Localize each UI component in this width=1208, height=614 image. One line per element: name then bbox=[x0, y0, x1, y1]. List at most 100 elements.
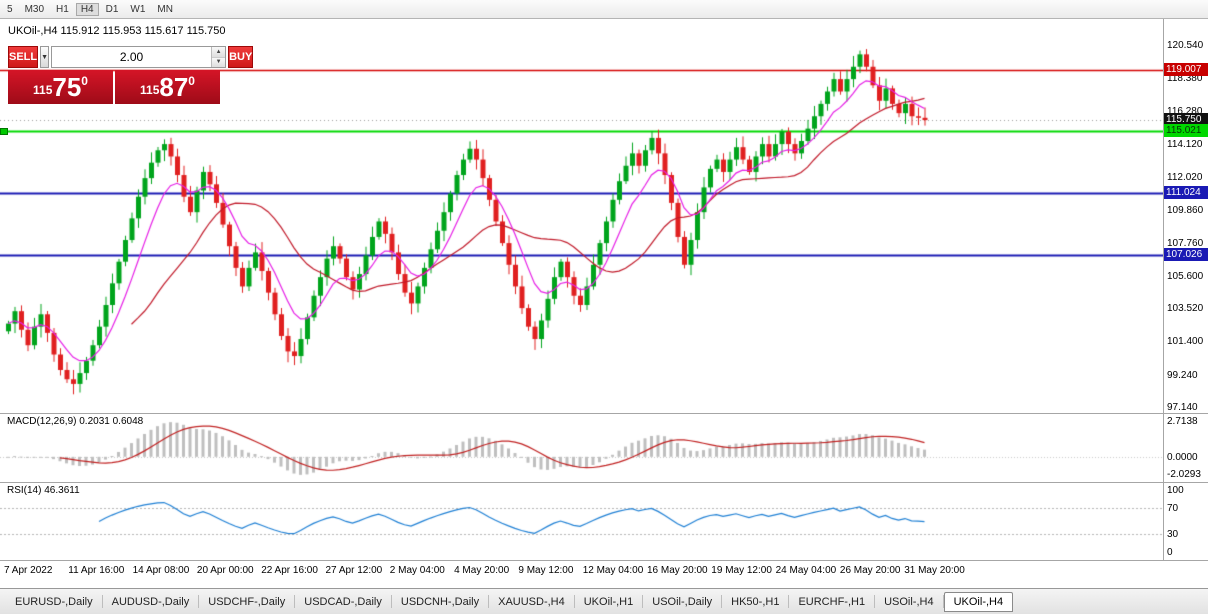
sell-price-pips: 75 bbox=[52, 72, 82, 102]
volume-increase-button[interactable]: ▲ bbox=[212, 47, 226, 58]
time-axis-label: 20 Apr 00:00 bbox=[196, 565, 254, 576]
timeframe-button-h1[interactable]: H1 bbox=[56, 3, 69, 15]
chart-tab-usdchf-daily[interactable]: USDCHF-,Daily bbox=[208, 595, 286, 608]
trendline-anchor-marker bbox=[0, 128, 8, 136]
macd-indicator-label: MACD(12,26,9) 0.2031 0.6048 bbox=[7, 416, 144, 427]
buy-button[interactable]: BUY bbox=[228, 46, 254, 68]
chart-tab-eurusd-daily[interactable]: EURUSD-,Daily bbox=[15, 595, 93, 608]
axis-label: 109.860 bbox=[1167, 205, 1204, 217]
tab-separator bbox=[874, 595, 876, 608]
chart-tab-usdcnh-daily[interactable]: USDCNH-,Daily bbox=[400, 595, 480, 608]
tab-separator bbox=[488, 595, 490, 608]
axis-label: 100 bbox=[1167, 485, 1184, 496]
time-axis-label: 11 Apr 16:00 bbox=[68, 565, 125, 576]
time-axis-label: 4 May 20:00 bbox=[454, 565, 510, 576]
price-flag-119.007: 119.007 bbox=[1164, 62, 1208, 76]
sell-price-display[interactable]: 115 75 0 bbox=[8, 70, 113, 104]
axis-label: 101.400 bbox=[1167, 336, 1204, 348]
axis-label: 105.600 bbox=[1167, 271, 1204, 283]
time-axis-label: 2 May 04:00 bbox=[389, 565, 445, 576]
axis-label: 107.760 bbox=[1167, 237, 1204, 249]
chart-tab-usoil-daily[interactable]: USOil-,Daily bbox=[652, 595, 713, 608]
tab-separator bbox=[788, 595, 790, 608]
tab-separator bbox=[573, 595, 575, 608]
timeframe-button-w1[interactable]: W1 bbox=[130, 3, 146, 15]
time-axis-label: 26 May 20:00 bbox=[839, 565, 901, 576]
chevron-up-icon: ▲ bbox=[215, 48, 222, 55]
tab-separator bbox=[101, 595, 103, 608]
axis-label: 2.7138 bbox=[1167, 416, 1198, 427]
buy-price-pips: 87 bbox=[159, 72, 189, 102]
sell-price-integer: 115 bbox=[33, 83, 53, 97]
volume-decrease-button[interactable]: ▼ bbox=[212, 57, 226, 67]
tab-separator bbox=[642, 595, 644, 608]
axis-label: 70 bbox=[1167, 502, 1179, 514]
chart-tab-xauusd-h4[interactable]: XAUUSD-,H4 bbox=[498, 595, 565, 608]
price-flag-107.026: 107.026 bbox=[1164, 248, 1208, 262]
volume-stepper: ▲ ▼ bbox=[51, 46, 227, 68]
buy-price-point: 0 bbox=[188, 74, 195, 88]
chart-canvas[interactable] bbox=[0, 18, 1163, 560]
trade-options-dropdown[interactable]: ▼ bbox=[40, 46, 50, 68]
volume-spin-buttons: ▲ ▼ bbox=[211, 47, 226, 67]
timeframe-button-5[interactable]: 5 bbox=[7, 3, 13, 15]
tab-separator bbox=[721, 595, 723, 608]
chart-ohlc-header: UKOil-,H4 115.912 115.953 115.617 115.75… bbox=[8, 25, 226, 37]
price-flag-111.024: 111.024 bbox=[1164, 186, 1208, 200]
timeframe-bar: 5 M30 H1 H4 D1 W1 MN bbox=[0, 2, 178, 16]
chart-tab-bar: EURUSD-,Daily AUDUSD-,Daily USDCHF-,Daily U… bbox=[0, 588, 1208, 614]
time-axis-label: 14 Apr 08:00 bbox=[132, 565, 190, 576]
time-axis-label: 24 May 04:00 bbox=[775, 565, 837, 576]
chart-tab-eurchf-h1[interactable]: EURCHF-,H1 bbox=[798, 595, 866, 608]
axis-label: 0 bbox=[1167, 547, 1173, 558]
axis-label: 97.140 bbox=[1167, 402, 1198, 414]
volume-input[interactable] bbox=[52, 47, 212, 67]
time-axis-label: 16 May 20:00 bbox=[647, 565, 708, 576]
time-axis-label: 7 Apr 2022 bbox=[4, 565, 53, 576]
time-axis-label: 22 Apr 16:00 bbox=[261, 565, 318, 576]
axis-label: 118.380 bbox=[1167, 73, 1203, 85]
timeframe-button-mn[interactable]: MN bbox=[157, 3, 173, 15]
chart-tab-ukoil-h4[interactable]: UKOil-,H4 bbox=[943, 591, 1014, 612]
axis-label: 0.0000 bbox=[1167, 451, 1198, 463]
time-axis-border bbox=[0, 560, 1208, 561]
axis-label: 112.020 bbox=[1167, 171, 1203, 183]
time-axis-label: 27 Apr 12:00 bbox=[325, 565, 383, 576]
timeframe-toolbar: 5 M30 H1 H4 D1 W1 MN bbox=[0, 0, 1208, 19]
tab-separator bbox=[198, 595, 200, 608]
time-axis-label: 9 May 12:00 bbox=[518, 565, 574, 576]
price-flag-115.021: 115.021 bbox=[1164, 124, 1208, 138]
chevron-down-icon: ▼ bbox=[41, 53, 49, 61]
timeframe-button-d1[interactable]: D1 bbox=[105, 3, 119, 15]
pane-splitter-macd[interactable] bbox=[0, 413, 1208, 414]
axis-label: 114.120 bbox=[1167, 139, 1203, 151]
rsi-indicator-label: RSI(14) 46.3611 bbox=[7, 485, 80, 496]
chart-tab-hk50-h1[interactable]: HK50-,H1 bbox=[731, 595, 780, 608]
sell-button[interactable]: SELL bbox=[8, 46, 39, 68]
axis-label: 120.540 bbox=[1167, 40, 1204, 51]
sell-price-point: 0 bbox=[81, 74, 88, 88]
axis-label: 30 bbox=[1167, 529, 1179, 541]
trade-prices-row: 115 75 0 115 87 0 bbox=[8, 70, 220, 104]
timeframe-button-m30[interactable]: M30 bbox=[24, 3, 45, 15]
time-axis-label: 12 May 04:00 bbox=[582, 565, 644, 576]
pane-splitter-rsi[interactable] bbox=[0, 482, 1208, 483]
buy-price-integer: 115 bbox=[140, 83, 160, 97]
price-flag-115.750: 115.750 bbox=[1164, 113, 1208, 127]
chart-tab-usdcad-daily[interactable]: USDCAD-,Daily bbox=[304, 595, 382, 608]
chart-tab-usoil-h4[interactable]: USOil-,H4 bbox=[884, 595, 934, 608]
time-axis-label: 19 May 12:00 bbox=[711, 565, 772, 576]
axis-label: 116.280 bbox=[1167, 105, 1203, 117]
timeframe-button-h4[interactable]: H4 bbox=[75, 2, 99, 16]
tab-separator bbox=[294, 595, 296, 608]
tab-separator bbox=[390, 595, 392, 608]
axis-label: -2.0293 bbox=[1167, 469, 1201, 480]
axis-label: 103.520 bbox=[1167, 303, 1204, 315]
chart-tab-ukoil-h1[interactable]: UKOil-,H1 bbox=[583, 595, 634, 608]
buy-price-display[interactable]: 115 87 0 bbox=[115, 70, 220, 104]
chevron-down-icon: ▼ bbox=[215, 59, 222, 66]
axis-label: 99.240 bbox=[1167, 369, 1198, 381]
chart-tab-audusd-daily[interactable]: AUDUSD-,Daily bbox=[111, 595, 190, 608]
